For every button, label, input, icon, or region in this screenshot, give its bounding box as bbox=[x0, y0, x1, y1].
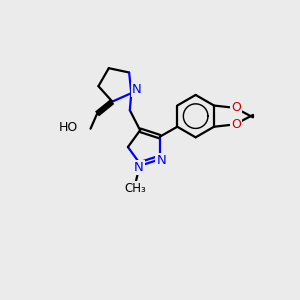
Text: CH₃: CH₃ bbox=[125, 182, 147, 195]
Text: N: N bbox=[157, 154, 166, 167]
Text: HO: HO bbox=[59, 121, 78, 134]
Text: O: O bbox=[231, 101, 241, 114]
Text: N: N bbox=[132, 83, 142, 96]
Text: N: N bbox=[134, 161, 143, 174]
Text: O: O bbox=[231, 118, 241, 131]
